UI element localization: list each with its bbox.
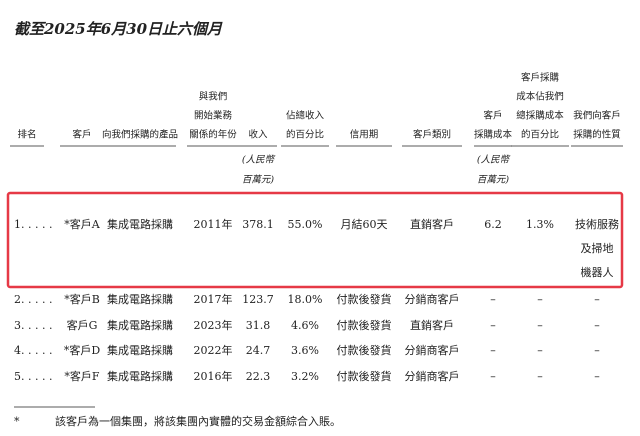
cell-text: –	[537, 344, 543, 357]
cell-text: 6.2	[484, 218, 502, 231]
cell-text: 4. . . . .	[14, 344, 52, 357]
header-text: 向我們採購的產品	[102, 129, 178, 141]
cell-text: –	[490, 370, 496, 383]
cell-text: 123.7	[242, 293, 274, 306]
cell-text: 18.0%	[288, 293, 323, 306]
header-text: 排名	[17, 129, 36, 141]
header-unit: 百萬元)	[477, 175, 510, 186]
header-text: 客戶採購	[521, 72, 560, 84]
cell-text: 2011年	[194, 217, 233, 231]
cell-text: 分銷商客戶	[405, 343, 460, 357]
header-text: 的百分比	[521, 129, 559, 141]
header-text: 的百分比	[286, 129, 324, 141]
header-text: 我們向客戶	[573, 110, 621, 122]
header-text: 採購成本	[474, 129, 513, 141]
cell-text: 5. . . . .	[14, 370, 52, 383]
cell-text: 集成電路採購	[107, 292, 173, 306]
cell-text: 付款後發貨	[337, 369, 392, 383]
header-text: 佔總收入	[286, 110, 325, 122]
header-unit: (人民幣	[242, 155, 276, 166]
cell-text: 分銷商客戶	[405, 369, 460, 383]
cell-text: 直銷客戶	[410, 217, 454, 231]
cell-text: 直銷客戶	[410, 318, 454, 332]
title: 截至2025年6月30日止六個月	[14, 20, 223, 38]
cell-text: 2017年	[194, 292, 233, 306]
cell-text: *客戶A	[64, 217, 100, 231]
cell-text: 4.6%	[291, 319, 319, 332]
cell-text: 3. . . . .	[14, 319, 52, 332]
cell-text: 集成電路採購	[107, 369, 173, 383]
header-text: 開始業務	[194, 110, 233, 122]
cell-text: 1.3%	[526, 218, 554, 231]
cell-text: 機器人	[581, 265, 614, 279]
cell-text: 及掃地	[581, 241, 614, 255]
header-text: 客戶類別	[413, 129, 451, 141]
header-text: 關係的年份	[189, 129, 237, 141]
cell-text: –	[537, 293, 543, 306]
header-text: 客戶	[72, 129, 91, 141]
cell-text: 2016年	[194, 369, 233, 383]
cell-text: –	[594, 344, 600, 357]
cell-text: 2022年	[194, 343, 233, 357]
cell-text: 付款後發貨	[337, 292, 392, 306]
cell-text: –	[594, 319, 600, 332]
cell-text: 3.2%	[291, 370, 319, 383]
header-text: 信用期	[350, 129, 379, 141]
header-text: 收入	[248, 129, 268, 141]
cell-text: 3.6%	[291, 344, 319, 357]
cell-text: *客戶D	[64, 343, 100, 357]
cell-text: 378.1	[242, 218, 274, 231]
cell-text: –	[537, 370, 543, 383]
cell-text: 1. . . . .	[14, 218, 52, 231]
header-text: 成本佔我們	[516, 91, 564, 103]
cell-text: 24.7	[246, 344, 271, 357]
cell-text: –	[537, 319, 543, 332]
highlight-box	[6, 191, 624, 289]
cell-text: 分銷商客戶	[405, 292, 460, 306]
cell-text: 集成電路採購	[107, 343, 173, 357]
cell-text: –	[490, 293, 496, 306]
header-text: 與我們	[199, 91, 228, 103]
cell-text: 2. . . . .	[14, 293, 52, 306]
cell-text: 付款後發貨	[337, 343, 392, 357]
cell-text: *客戶B	[64, 292, 100, 306]
header-text: 總採購成本	[516, 110, 564, 122]
footnote-text: 該客戶為一個集團，將該集團內實體的交易金額綜合入賬。	[55, 414, 341, 428]
cell-text: –	[490, 319, 496, 332]
cell-text: 技術服務	[575, 217, 619, 231]
cell-text: 31.8	[246, 319, 271, 332]
cell-text: 22.3	[246, 370, 271, 383]
cell-text: 付款後發貨	[337, 318, 392, 332]
header-text: 客戶	[483, 110, 502, 122]
cell-text: –	[594, 370, 600, 383]
header-text: 採購的性質	[573, 129, 621, 141]
cell-text: 集成電路採購	[107, 217, 173, 231]
cell-text: –	[594, 293, 600, 306]
cell-text: 2023年	[194, 318, 233, 332]
cell-text: 月結60天	[341, 217, 388, 231]
cell-text: 客戶G	[67, 318, 98, 332]
header-unit: 百萬元)	[242, 175, 275, 186]
cell-text: –	[490, 344, 496, 357]
cell-text: 集成電路採購	[107, 318, 173, 332]
cell-text: *客戶F	[64, 369, 99, 383]
footnote-mark: *	[14, 415, 20, 428]
cell-text: 55.0%	[288, 218, 323, 231]
header-unit: (人民幣	[477, 155, 511, 166]
